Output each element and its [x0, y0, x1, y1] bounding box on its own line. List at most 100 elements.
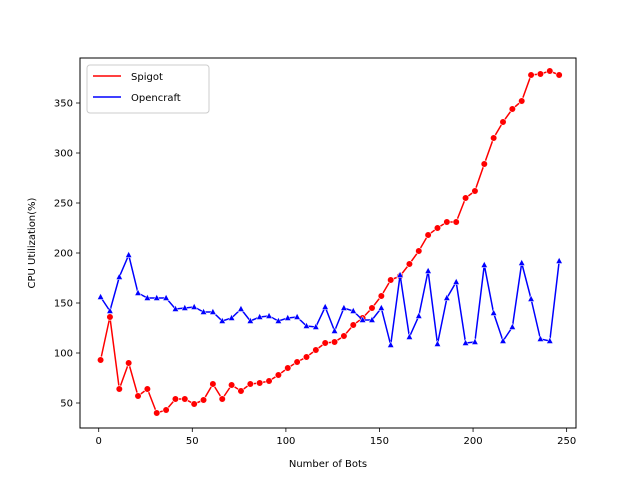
data-point-spigot — [471, 187, 479, 195]
data-point-spigot — [171, 395, 180, 403]
data-point-spigot — [433, 224, 442, 232]
data-point-spigot — [415, 247, 423, 255]
data-point-opencraft — [209, 307, 217, 315]
data-point-opencraft — [153, 293, 161, 301]
data-point-spigot — [256, 379, 264, 387]
y-tick-label: 250 — [54, 199, 73, 210]
data-point-opencraft — [461, 338, 470, 346]
data-point-spigot — [106, 313, 114, 321]
data-point-opencraft — [452, 277, 460, 285]
x-tick-label: 150 — [370, 436, 389, 447]
data-point-opencraft — [274, 316, 283, 324]
data-point-opencraft — [424, 266, 432, 274]
data-point-spigot — [555, 71, 563, 79]
series-line-opencraft — [99, 252, 560, 346]
data-point-spigot — [115, 385, 123, 393]
data-point-opencraft — [405, 332, 414, 340]
data-point-opencraft — [181, 303, 189, 311]
y-tick-label: 350 — [54, 99, 73, 110]
data-point-spigot — [134, 392, 142, 400]
x-axis-label: Number of Bots — [289, 459, 367, 470]
data-point-spigot — [461, 194, 470, 202]
data-point-spigot — [480, 160, 488, 168]
data-point-spigot — [199, 396, 208, 404]
data-point-spigot — [387, 276, 395, 284]
data-point-opencraft — [387, 340, 395, 348]
data-point-opencraft — [508, 322, 517, 330]
x-tick-label: 100 — [276, 436, 295, 447]
data-point-spigot — [181, 395, 189, 403]
legend: Spigot Opencraft — [86, 64, 210, 114]
data-point-spigot — [518, 97, 526, 105]
data-point-spigot — [349, 321, 357, 329]
data-point-opencraft — [433, 339, 442, 347]
data-point-opencraft — [284, 313, 292, 321]
y-tick-label: 150 — [54, 299, 73, 310]
data-point-spigot — [190, 400, 198, 408]
data-point-spigot — [546, 67, 554, 75]
data-point-opencraft — [256, 312, 264, 320]
data-point-opencraft — [555, 256, 563, 264]
data-point-spigot — [368, 304, 376, 312]
data-point-opencraft — [171, 304, 180, 312]
data-point-spigot — [237, 387, 245, 395]
data-point-opencraft — [536, 334, 545, 342]
data-point-opencraft — [246, 316, 254, 324]
data-point-opencraft — [480, 260, 488, 268]
data-point-opencraft — [330, 326, 339, 334]
data-point-opencraft — [358, 315, 367, 323]
x-tick-label: 50 — [186, 436, 199, 447]
data-point-spigot — [377, 292, 385, 300]
data-point-spigot — [508, 105, 516, 113]
data-point-opencraft — [237, 304, 245, 312]
data-point-opencraft — [546, 336, 554, 344]
data-point-spigot — [452, 218, 460, 226]
y-tick-label: 100 — [54, 349, 73, 360]
data-point-opencraft — [499, 336, 507, 344]
data-point-opencraft — [415, 311, 423, 319]
series-layer — [96, 67, 563, 417]
data-point-opencraft — [340, 303, 348, 311]
data-point-spigot — [527, 71, 535, 79]
data-point-spigot — [284, 364, 292, 372]
y-tick-label: 50 — [60, 399, 73, 410]
ticks-layer: 0 50 100 150 200 250 50 100 150 200 250 300 350 — [54, 99, 576, 448]
data-point-opencraft — [518, 258, 526, 266]
data-point-spigot — [293, 358, 301, 366]
data-point-spigot — [246, 380, 254, 388]
plot-frame — [79, 57, 577, 429]
data-point-opencraft — [218, 316, 226, 324]
x-tick-label: 0 — [96, 436, 102, 447]
data-point-opencraft — [527, 294, 535, 302]
data-point-opencraft — [396, 270, 404, 278]
data-point-spigot — [96, 356, 105, 364]
data-point-opencraft — [471, 337, 479, 345]
legend-label-spigot: Spigot — [131, 72, 163, 83]
data-point-opencraft — [265, 311, 273, 319]
data-point-opencraft — [162, 293, 170, 301]
y-tick-label: 200 — [54, 249, 73, 260]
data-point-spigot — [209, 380, 217, 388]
data-point-spigot — [424, 231, 432, 239]
data-point-opencraft — [96, 292, 105, 300]
data-point-spigot — [162, 406, 170, 414]
data-point-spigot — [218, 395, 226, 403]
data-point-spigot — [443, 218, 451, 226]
legend-label-opencraft: Opencraft — [131, 93, 181, 104]
data-point-opencraft — [199, 307, 208, 315]
data-point-spigot — [302, 353, 311, 361]
y-tick-label: 300 — [54, 149, 73, 160]
data-point-spigot — [330, 338, 339, 346]
data-point-opencraft — [125, 250, 133, 258]
data-point-opencraft — [443, 293, 451, 301]
data-point-opencraft — [134, 288, 142, 296]
data-point-opencraft — [293, 312, 301, 320]
y-axis-label: CPU Utilization(%) — [27, 197, 38, 288]
x-tick-label: 200 — [464, 436, 483, 447]
x-tick-label: 250 — [557, 436, 576, 447]
data-point-spigot — [536, 70, 545, 78]
data-point-spigot — [312, 346, 320, 354]
data-point-spigot — [265, 377, 273, 385]
data-point-opencraft — [489, 308, 498, 316]
data-point-spigot — [321, 339, 329, 347]
